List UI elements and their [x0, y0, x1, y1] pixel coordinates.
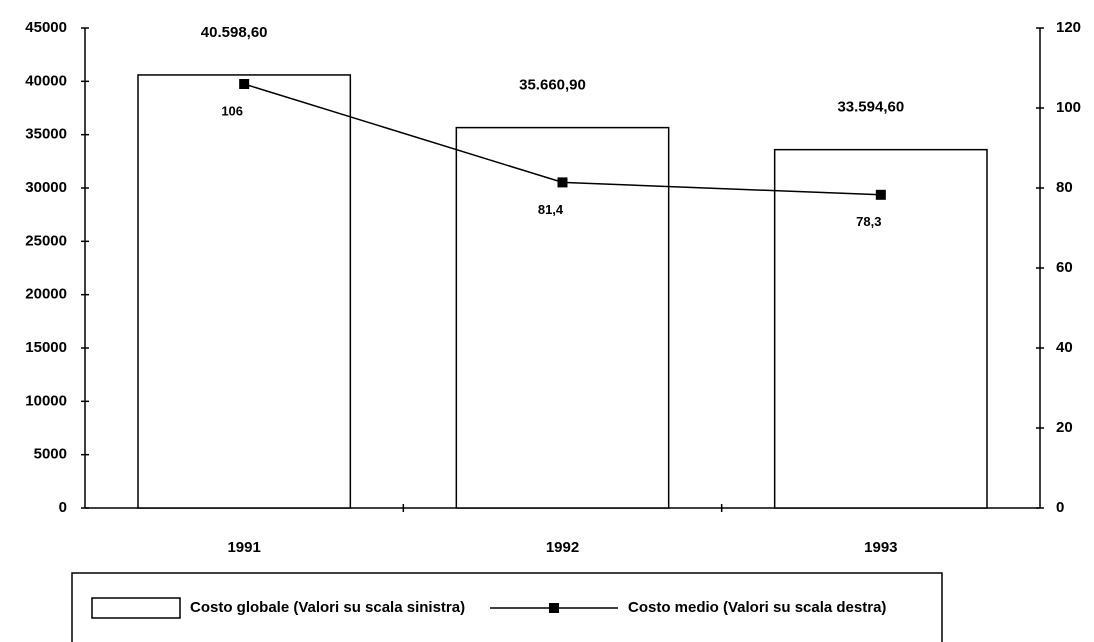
bar-value-label: 33.594,60 — [837, 99, 904, 116]
bar — [773, 148, 988, 509]
y-tick-label: 20000 — [25, 286, 67, 303]
legend-swatch — [91, 597, 181, 619]
y-tick-label: 15000 — [25, 339, 67, 356]
bar — [455, 126, 670, 509]
line-value-label: 78,3 — [856, 214, 881, 229]
legend-label: Costo medio (Valori su scala destra) — [628, 599, 886, 616]
line-marker — [875, 189, 886, 200]
y2-tick-label: 20 — [1056, 419, 1073, 436]
line-marker — [239, 79, 250, 89]
y-tick-label: 25000 — [25, 232, 67, 249]
x-tick-label: 1991 — [227, 539, 260, 556]
y2-tick-label: 40 — [1056, 339, 1073, 356]
bar-value-label: 35.660,90 — [519, 77, 586, 94]
legend-label: Costo globale (Valori su scala sinistra) — [190, 599, 465, 616]
bar-value-label: 40.598,60 — [201, 24, 268, 41]
line-value-label: 106 — [221, 103, 243, 118]
y-tick-label: 30000 — [25, 179, 67, 196]
x-tick-label: 1992 — [546, 539, 579, 556]
legend-box — [71, 572, 943, 642]
legend-marker — [549, 603, 559, 613]
y-tick-label: 40000 — [25, 72, 67, 89]
line-marker — [557, 177, 568, 188]
y-tick-label: 35000 — [25, 126, 67, 143]
line-value-label: 81,4 — [538, 202, 564, 217]
y-tick-label: 0 — [59, 499, 67, 516]
y2-tick-label: 120 — [1056, 19, 1081, 36]
y2-tick-label: 80 — [1056, 179, 1073, 196]
x-tick-label: 1993 — [864, 539, 897, 556]
y2-tick-label: 60 — [1056, 259, 1073, 276]
y2-tick-label: 100 — [1056, 99, 1081, 116]
bar — [137, 74, 352, 509]
y-tick-label: 45000 — [25, 19, 67, 36]
y2-tick-label: 0 — [1056, 499, 1064, 516]
y-tick-label: 5000 — [34, 446, 67, 463]
y-tick-label: 10000 — [25, 392, 67, 409]
